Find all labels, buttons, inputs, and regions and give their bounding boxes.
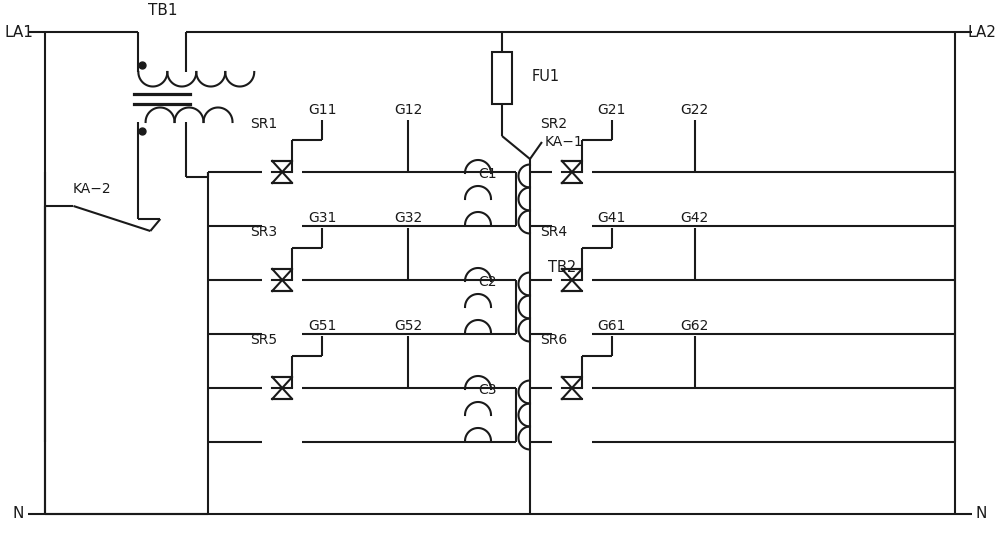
Text: KA−1: KA−1 (545, 135, 584, 149)
Text: G21: G21 (598, 103, 626, 117)
Text: LA1: LA1 (4, 24, 33, 40)
Text: TB1: TB1 (148, 3, 177, 17)
Text: C1: C1 (478, 167, 497, 181)
Text: SR6: SR6 (540, 333, 567, 347)
Text: FU1: FU1 (532, 69, 560, 83)
Text: G22: G22 (681, 103, 709, 117)
Text: KA−2: KA−2 (72, 182, 111, 196)
Text: N: N (976, 506, 987, 522)
Text: C2: C2 (478, 275, 497, 289)
Text: G31: G31 (308, 211, 336, 225)
Text: G62: G62 (681, 319, 709, 333)
Text: SR1: SR1 (250, 117, 277, 131)
Text: G32: G32 (394, 211, 422, 225)
Text: SR3: SR3 (250, 225, 277, 239)
Text: SR5: SR5 (250, 333, 277, 347)
Text: G61: G61 (598, 319, 626, 333)
Bar (492, 52, 512, 104)
Text: N: N (13, 506, 24, 522)
Text: SR4: SR4 (540, 225, 567, 239)
Text: TB2: TB2 (548, 259, 576, 275)
Text: G12: G12 (394, 103, 422, 117)
Text: G51: G51 (308, 319, 336, 333)
Text: G11: G11 (308, 103, 336, 117)
Text: G41: G41 (598, 211, 626, 225)
Text: C3: C3 (478, 383, 497, 397)
Text: LA2: LA2 (967, 24, 996, 40)
Text: G52: G52 (394, 319, 422, 333)
Text: G42: G42 (681, 211, 709, 225)
Text: SR2: SR2 (540, 117, 567, 131)
